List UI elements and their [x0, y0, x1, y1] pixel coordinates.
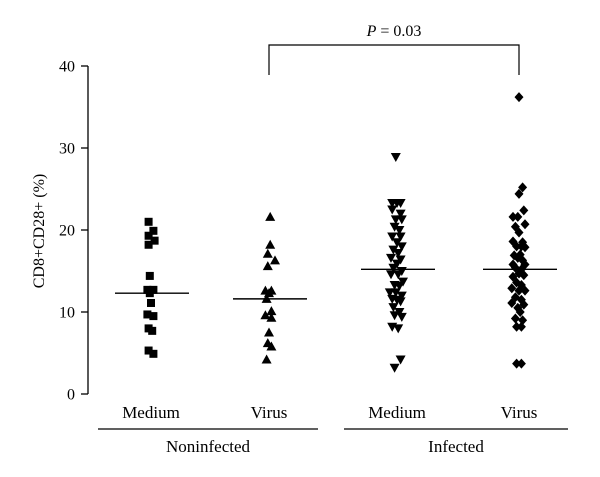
- bracket-line: [268, 44, 520, 75]
- category-label: Virus: [501, 403, 538, 422]
- data-point: [520, 285, 530, 296]
- data-point: [150, 236, 159, 245]
- data-point: [514, 92, 524, 103]
- data-point: [266, 312, 277, 322]
- data-point: [265, 239, 276, 249]
- data-point: [396, 215, 407, 225]
- data-point: [518, 315, 528, 326]
- category-label: Medium: [122, 403, 180, 422]
- data-point: [395, 209, 406, 219]
- data-point: [396, 312, 407, 322]
- category-labels: Medium Virus Medium Virus: [122, 403, 537, 422]
- category-label: Medium: [368, 403, 426, 422]
- data-point: [265, 211, 276, 221]
- group-labels: Noninfected Infected: [98, 428, 568, 456]
- data-point: [270, 255, 280, 265]
- data-point: [143, 310, 152, 319]
- data-point: [520, 219, 530, 230]
- data-point: [390, 153, 401, 163]
- data-point: [395, 198, 406, 208]
- data-point: [389, 222, 400, 232]
- data-point: [394, 308, 405, 317]
- data-point: [507, 283, 517, 294]
- data-point: [507, 297, 517, 308]
- p-value: = 0.03: [376, 23, 421, 40]
- y-axis-label: CD8+CD28+ (%): [31, 174, 48, 288]
- data-point: [396, 242, 407, 252]
- y-tick-label: 30: [59, 141, 75, 158]
- data-point: [516, 321, 526, 332]
- data-point: [509, 250, 519, 261]
- data-point: [387, 205, 398, 215]
- data-point: [389, 311, 400, 321]
- data-point: [266, 341, 277, 351]
- data-point: [262, 248, 273, 258]
- group-label: Noninfected: [166, 437, 251, 456]
- data-point: [394, 226, 405, 235]
- p-value-label: P = 0.03: [366, 23, 422, 40]
- data-point: [386, 253, 396, 263]
- data-point: [392, 238, 402, 248]
- category-label: Virus: [251, 403, 288, 422]
- y-tick-label: 10: [59, 305, 75, 322]
- data-point: [395, 232, 406, 242]
- data-point: [145, 271, 154, 280]
- p-symbol: P: [366, 23, 377, 40]
- data-point: [144, 346, 153, 355]
- data-point: [388, 303, 399, 313]
- data-point: [393, 324, 404, 334]
- data-point: [395, 297, 406, 307]
- median-lines: [115, 268, 557, 300]
- group-label: Infected: [428, 437, 484, 456]
- data-point: [393, 270, 404, 280]
- data-point: [390, 288, 401, 298]
- data-point: [148, 326, 157, 335]
- data-point: [520, 242, 530, 253]
- data-point: [149, 349, 158, 358]
- data-points: [143, 92, 530, 373]
- data-point: [514, 285, 524, 296]
- data-point: [261, 354, 272, 364]
- data-point: [266, 306, 277, 316]
- data-point: [387, 232, 398, 242]
- data-point: [144, 240, 153, 249]
- data-point: [515, 307, 525, 317]
- data-point: [512, 241, 522, 252]
- data-point: [394, 281, 405, 291]
- data-point: [149, 312, 158, 321]
- data-point: [260, 310, 271, 320]
- data-point: [516, 358, 526, 369]
- data-point: [388, 245, 399, 255]
- data-point: [512, 358, 522, 369]
- significance-bracket: P = 0.03: [268, 23, 520, 75]
- y-ticks: 0 10 20 30 40: [59, 59, 88, 404]
- data-point: [514, 188, 524, 199]
- data-point: [389, 363, 400, 373]
- data-point: [147, 298, 155, 307]
- data-point: [393, 248, 404, 258]
- y-tick-label: 20: [59, 223, 75, 240]
- y-tick-label: 0: [67, 387, 75, 404]
- data-point: [386, 270, 396, 280]
- data-point: [149, 226, 158, 235]
- data-point: [518, 182, 528, 193]
- data-point: [519, 205, 529, 216]
- data-point: [512, 321, 522, 332]
- data-point: [388, 263, 399, 273]
- data-point: [396, 291, 407, 301]
- data-point: [395, 355, 406, 365]
- data-point: [513, 211, 523, 222]
- data-point: [264, 327, 274, 337]
- data-point: [262, 261, 273, 271]
- data-point: [514, 227, 524, 238]
- data-point: [510, 313, 520, 324]
- y-tick-label: 40: [59, 59, 75, 76]
- data-point: [144, 217, 153, 226]
- data-point: [519, 270, 529, 281]
- data-point: [508, 211, 518, 222]
- data-point: [144, 231, 153, 240]
